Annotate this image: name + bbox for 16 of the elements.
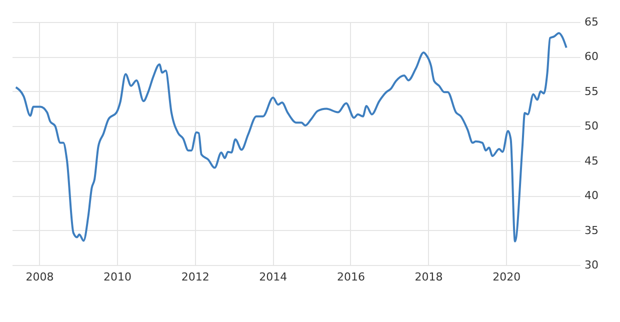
x-tick-label: 2016	[336, 270, 365, 284]
y-tick-label: 30	[584, 258, 598, 272]
x-tick-label: 2010	[104, 270, 132, 284]
x-tick-label: 2008	[26, 270, 54, 284]
y-tick-label: 45	[584, 154, 598, 168]
x-tick-label: 2012	[181, 270, 210, 284]
y-tick-label: 50	[584, 120, 598, 133]
y-tick-label: 55	[584, 84, 598, 98]
y-tick-label: 65	[584, 16, 598, 28]
y-tick-label: 60	[584, 50, 598, 64]
x-tick-label: 2018	[414, 270, 443, 284]
x-tick-label: 2020	[492, 270, 521, 284]
y-tick-label: 40	[584, 189, 598, 202]
y-tick-label: 35	[584, 224, 598, 237]
x-tick-label: 2014	[259, 270, 288, 284]
line-series	[14, 32, 568, 242]
